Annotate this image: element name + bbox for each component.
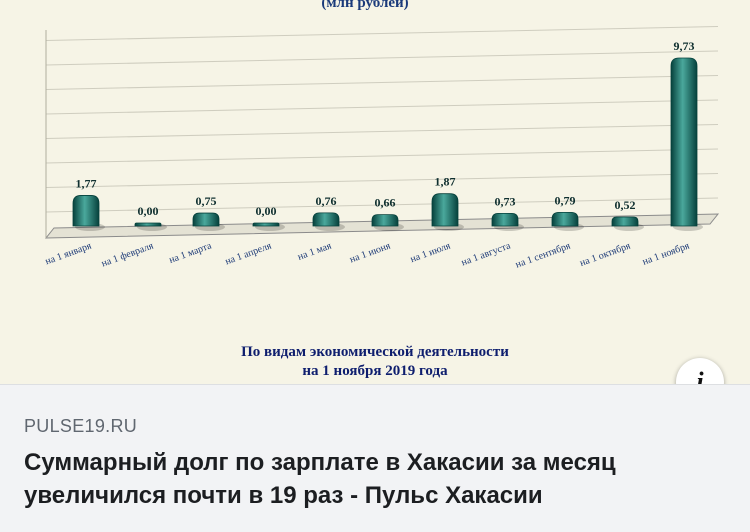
gridline bbox=[45, 99, 719, 115]
data-label: 0,76 bbox=[316, 194, 337, 208]
link-footer[interactable] bbox=[0, 384, 750, 532]
info-icon: i bbox=[696, 367, 704, 396]
gridline bbox=[45, 173, 719, 188]
data-label: 0,00 bbox=[138, 204, 159, 218]
data-label: 0,75 bbox=[196, 194, 217, 208]
x-tick-label: на 1 апреля bbox=[224, 240, 274, 267]
chart-unit-note: (млн рублей) bbox=[321, 0, 408, 11]
bar bbox=[431, 193, 464, 231]
caption-line-1: По видам экономической деятельности bbox=[241, 344, 509, 360]
bar bbox=[312, 212, 345, 231]
bar bbox=[192, 212, 225, 231]
bar bbox=[551, 211, 584, 231]
x-tick-label: на 1 октября bbox=[578, 240, 632, 269]
data-label: 0,52 bbox=[615, 198, 636, 212]
x-tick-label: на 1 сентября bbox=[514, 240, 572, 270]
bar bbox=[611, 216, 644, 231]
gridline bbox=[45, 148, 719, 164]
gridline bbox=[45, 75, 719, 90]
preview-image: 1,77 0,00 0,75 0,00 0,76 0,66 1,87 0,73 0,79 0,52… bbox=[0, 0, 750, 384]
chart-caption: По видам экономической деятельности на 1… bbox=[0, 343, 750, 381]
x-tick-label: на 1 ноября bbox=[641, 240, 691, 267]
gridline bbox=[45, 26, 719, 41]
gridline bbox=[45, 124, 719, 139]
link-headline[interactable]: Суммарный долг по зарплате в Хакасии за … bbox=[24, 449, 616, 509]
x-tick-label: на 1 января bbox=[44, 240, 94, 267]
x-tick-label: на 1 августа bbox=[460, 240, 513, 268]
data-label: 0,73 bbox=[495, 194, 516, 208]
bar bbox=[72, 195, 105, 231]
bar bbox=[371, 214, 404, 231]
x-tick-label: на 1 февраля bbox=[100, 240, 155, 269]
data-label: 1,77 bbox=[76, 176, 97, 190]
bar bbox=[670, 57, 703, 231]
x-tick-label: на 1 июня bbox=[348, 240, 392, 265]
bar bbox=[491, 212, 524, 231]
data-label: 9,73 bbox=[674, 39, 695, 53]
x-tick-label: на 1 марта bbox=[168, 240, 214, 266]
data-label: 1,87 bbox=[435, 175, 456, 189]
data-label: 0,79 bbox=[555, 193, 576, 207]
gridline bbox=[45, 197, 719, 213]
bar bbox=[252, 222, 285, 231]
bar-chart: 1,77 0,00 0,75 0,00 0,76 0,66 1,87 0,73 0,79 0,52… bbox=[44, 0, 720, 271]
x-tick-label: на 1 мая bbox=[296, 240, 333, 262]
caption-line-2: на 1 ноября 2019 года bbox=[302, 363, 448, 379]
source-domain: PULSE19.RU bbox=[24, 416, 138, 436]
x-tick-label: на 1 июля bbox=[409, 240, 453, 265]
gridline bbox=[45, 50, 719, 66]
data-label: 0,00 bbox=[256, 204, 277, 218]
data-label: 0,66 bbox=[375, 196, 396, 210]
bar bbox=[134, 222, 167, 231]
